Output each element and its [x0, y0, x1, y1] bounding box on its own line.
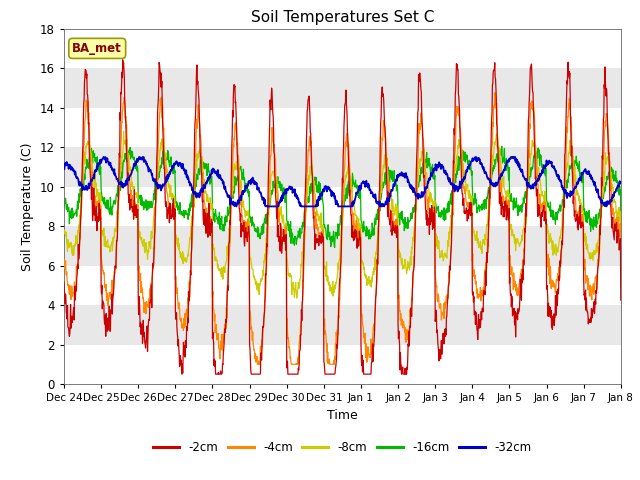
Bar	[64, 108, 621, 147]
Bar	[64, 187, 621, 226]
Bar	[64, 29, 621, 68]
Bar	[64, 345, 621, 384]
X-axis label: Time: Time	[327, 408, 358, 421]
Text: BA_met: BA_met	[72, 42, 122, 55]
Title: Soil Temperatures Set C: Soil Temperatures Set C	[251, 10, 434, 25]
Y-axis label: Soil Temperature (C): Soil Temperature (C)	[21, 142, 35, 271]
Legend: -2cm, -4cm, -8cm, -16cm, -32cm: -2cm, -4cm, -8cm, -16cm, -32cm	[148, 436, 536, 458]
Bar	[64, 265, 621, 305]
